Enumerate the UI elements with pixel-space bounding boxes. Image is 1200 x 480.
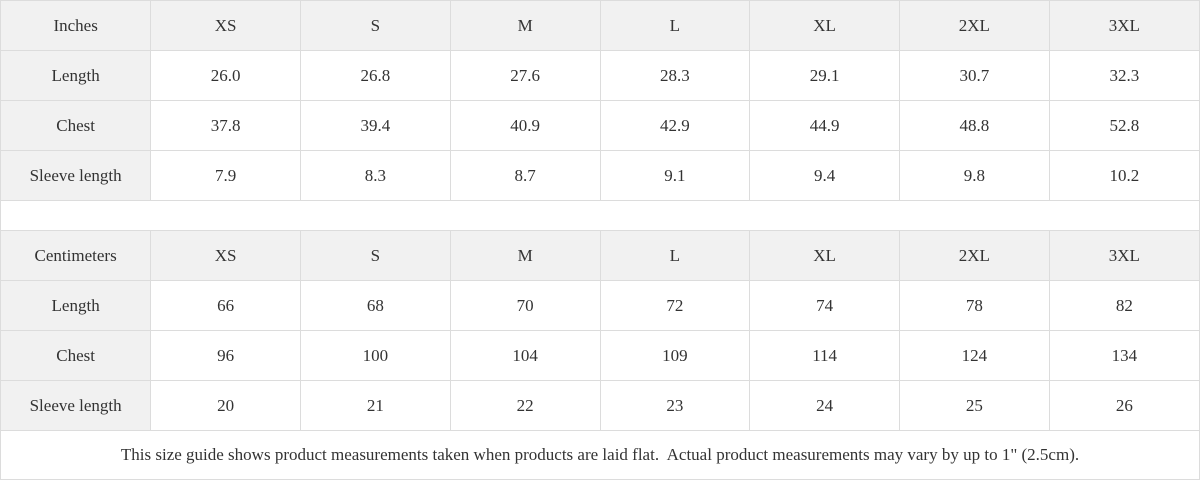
- value-cell: 26: [1048, 380, 1199, 431]
- size-header-row: Inches XS S M L XL 2XL 3XL: [1, 1, 1199, 51]
- value-cell: 52.8: [1048, 100, 1199, 151]
- unit-header-cell: Centimeters: [1, 230, 152, 281]
- size-header-cell: XS: [150, 1, 301, 51]
- size-header-cell: S: [300, 230, 451, 281]
- row-label-cell: Length: [1, 50, 152, 101]
- value-cell: 21: [300, 380, 451, 431]
- value-cell: 10.2: [1048, 150, 1199, 201]
- size-table-inches: Inches XS S M L XL 2XL 3XL Length 26.0 26.8 27.6 28.…: [1, 1, 1199, 201]
- value-cell: 74: [749, 280, 900, 331]
- size-header-cell: L: [599, 230, 751, 281]
- value-cell: 32.3: [1048, 50, 1199, 101]
- value-cell: 48.8: [899, 100, 1050, 151]
- row-label-cell: Chest: [1, 100, 152, 151]
- value-cell: 72: [599, 280, 751, 331]
- value-cell: 134: [1048, 330, 1199, 381]
- measurement-row: Chest 96 100 104 109 114 124 134: [1, 330, 1199, 381]
- value-cell: 24: [749, 380, 900, 431]
- value-cell: 27.6: [449, 50, 601, 101]
- measurement-row: Chest 37.8 39.4 40.9 42.9 44.9 48.8 52.8: [1, 100, 1199, 151]
- measurement-row: Length 66 68 70 72 74 78 82: [1, 280, 1199, 331]
- value-cell: 70: [449, 280, 601, 331]
- value-cell: 7.9: [150, 150, 301, 201]
- value-cell: 26.0: [150, 50, 301, 101]
- size-header-cell: XL: [749, 230, 900, 281]
- row-label-cell: Length: [1, 280, 152, 331]
- value-cell: 40.9: [449, 100, 601, 151]
- size-header-cell: 2XL: [899, 1, 1050, 51]
- value-cell: 25: [899, 380, 1050, 431]
- size-header-cell: 3XL: [1048, 1, 1199, 51]
- row-label-cell: Sleeve length: [1, 150, 152, 201]
- value-cell: 26.8: [300, 50, 451, 101]
- measurement-row: Sleeve length 20 21 22 23 24 25 26: [1, 380, 1199, 431]
- value-cell: 68: [300, 280, 451, 331]
- table-spacer: [1, 201, 1199, 230]
- value-cell: 8.3: [300, 150, 451, 201]
- value-cell: 44.9: [749, 100, 900, 151]
- size-header-cell: S: [300, 1, 451, 51]
- value-cell: 20: [150, 380, 301, 431]
- unit-header-cell: Inches: [1, 1, 152, 51]
- size-guide-note: This size guide shows product measuremen…: [1, 431, 1199, 479]
- value-cell: 23: [599, 380, 751, 431]
- value-cell: 28.3: [599, 50, 751, 101]
- size-table-centimeters: Centimeters XS S M L XL 2XL 3XL Length 66 68 70 72 74…: [1, 230, 1199, 431]
- row-label-cell: Chest: [1, 330, 152, 381]
- size-header-cell: XL: [749, 1, 900, 51]
- value-cell: 104: [449, 330, 601, 381]
- value-cell: 30.7: [899, 50, 1050, 101]
- value-cell: 39.4: [300, 100, 451, 151]
- value-cell: 37.8: [150, 100, 301, 151]
- value-cell: 78: [899, 280, 1050, 331]
- measurement-row: Length 26.0 26.8 27.6 28.3 29.1 30.7 32.3: [1, 50, 1199, 101]
- value-cell: 42.9: [599, 100, 751, 151]
- value-cell: 29.1: [749, 50, 900, 101]
- value-cell: 22: [449, 380, 601, 431]
- size-header-cell: 3XL: [1048, 230, 1199, 281]
- size-header-row: Centimeters XS S M L XL 2XL 3XL: [1, 230, 1199, 281]
- size-header-cell: 2XL: [899, 230, 1050, 281]
- value-cell: 8.7: [449, 150, 601, 201]
- value-cell: 100: [300, 330, 451, 381]
- value-cell: 9.4: [749, 150, 900, 201]
- size-header-cell: M: [449, 1, 601, 51]
- value-cell: 82: [1048, 280, 1199, 331]
- measurement-row: Sleeve length 7.9 8.3 8.7 9.1 9.4 9.8 10.2: [1, 150, 1199, 201]
- size-header-cell: M: [449, 230, 601, 281]
- value-cell: 9.1: [599, 150, 751, 201]
- row-label-cell: Sleeve length: [1, 380, 152, 431]
- value-cell: 96: [150, 330, 301, 381]
- value-cell: 109: [599, 330, 751, 381]
- value-cell: 9.8: [899, 150, 1050, 201]
- value-cell: 124: [899, 330, 1050, 381]
- value-cell: 114: [749, 330, 900, 381]
- size-header-cell: L: [599, 1, 751, 51]
- size-header-cell: XS: [150, 230, 301, 281]
- value-cell: 66: [150, 280, 301, 331]
